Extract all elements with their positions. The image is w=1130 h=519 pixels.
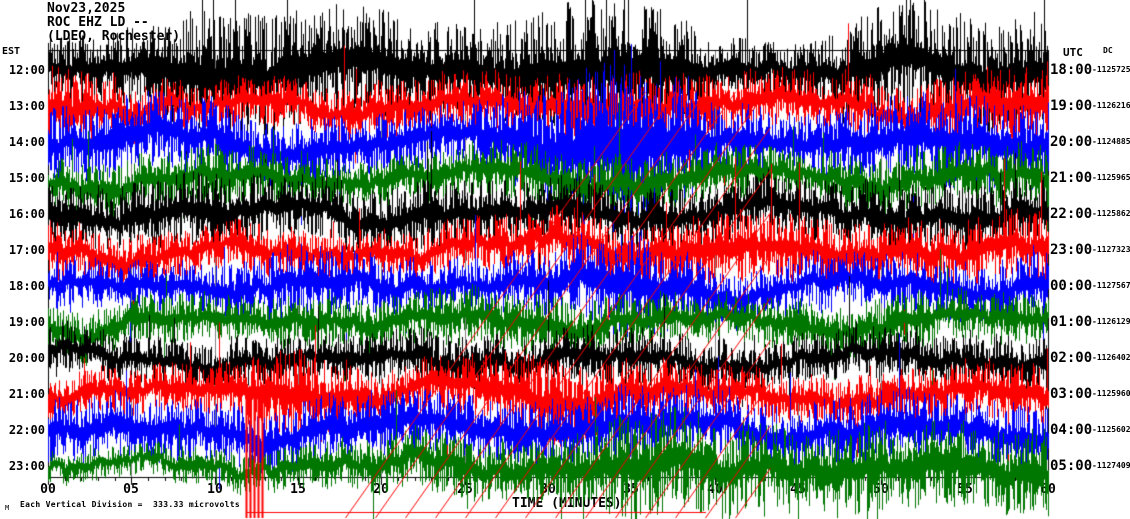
est-hour-label: 16:00 bbox=[8, 207, 45, 221]
est-hour-label: 18:00 bbox=[8, 279, 45, 293]
x-tick-label: 05 bbox=[123, 482, 139, 497]
dc-value-label: -1127567 bbox=[1092, 281, 1130, 290]
dc-value-label: -1124885 bbox=[1092, 137, 1130, 146]
x-tick-label: 00 bbox=[40, 482, 56, 497]
dc-value-label: -1126216 bbox=[1092, 101, 1130, 110]
scale-note: Each Vertical Division = 333.33 microvol… bbox=[20, 500, 241, 509]
dc-value-label: -1125965 bbox=[1092, 173, 1130, 182]
dc-axis-label: DC bbox=[1103, 46, 1113, 55]
location-label: (LDEO, Rochester) bbox=[47, 29, 181, 44]
x-tick-label: 45 bbox=[790, 482, 806, 497]
est-hour-label: 12:00 bbox=[8, 63, 45, 77]
est-hour-label: 19:00 bbox=[8, 315, 45, 329]
x-tick-label: 40 bbox=[707, 482, 723, 497]
utc-hour-label: 19:00 bbox=[1050, 98, 1093, 114]
date-label: Nov23,2025 bbox=[47, 1, 126, 16]
utc-hour-label: 04:00 bbox=[1050, 422, 1093, 438]
x-tick-label: 15 bbox=[290, 482, 306, 497]
x-tick-label: 30 bbox=[540, 482, 556, 497]
utc-hour-label: 00:00 bbox=[1050, 278, 1093, 294]
utc-hour-label: 03:00 bbox=[1050, 386, 1093, 402]
est-hour-label: 13:00 bbox=[8, 99, 45, 113]
dc-value-label: -1125602 bbox=[1092, 425, 1130, 434]
x-tick-label: 35 bbox=[623, 482, 639, 497]
dc-value-label: -1125862 bbox=[1092, 209, 1130, 218]
x-tick-label: 25 bbox=[457, 482, 473, 497]
utc-hour-label: 01:00 bbox=[1050, 314, 1093, 330]
utc-hour-label: 22:00 bbox=[1050, 206, 1093, 222]
x-axis-title: TIME (MINUTES) bbox=[512, 496, 622, 511]
dc-value-label: -1127409 bbox=[1092, 461, 1130, 470]
est-hour-label: 22:00 bbox=[8, 423, 45, 437]
utc-axis-label: UTC bbox=[1063, 46, 1083, 59]
x-tick-label: 20 bbox=[373, 482, 389, 497]
est-hour-label: 15:00 bbox=[8, 171, 45, 185]
x-tick-label: 55 bbox=[957, 482, 973, 497]
dc-value-label: -1126402 bbox=[1092, 353, 1130, 362]
dc-value-label: -1127323 bbox=[1092, 245, 1130, 254]
utc-hour-label: 05:00 bbox=[1050, 458, 1093, 474]
est-hour-label: 17:00 bbox=[8, 243, 45, 257]
utc-hour-label: 21:00 bbox=[1050, 170, 1093, 186]
watermark: M bbox=[5, 504, 10, 512]
dc-value-label: -1125725 bbox=[1092, 65, 1130, 74]
est-hour-label: 21:00 bbox=[8, 387, 45, 401]
x-tick-label: 50 bbox=[873, 482, 889, 497]
station-label: ROC EHZ LD -- bbox=[47, 15, 149, 30]
utc-hour-label: 02:00 bbox=[1050, 350, 1093, 366]
utc-hour-label: 18:00 bbox=[1050, 62, 1093, 78]
dc-value-label: -1125960 bbox=[1092, 389, 1130, 398]
est-hour-label: 23:00 bbox=[8, 459, 45, 473]
x-tick-label: 60 bbox=[1040, 482, 1056, 497]
utc-hour-label: 23:00 bbox=[1050, 242, 1093, 258]
dc-value-label: -1126129 bbox=[1092, 317, 1130, 326]
utc-hour-label: 20:00 bbox=[1050, 134, 1093, 150]
est-hour-label: 14:00 bbox=[8, 135, 45, 149]
x-tick-label: 10 bbox=[207, 482, 223, 497]
est-axis-label: EST bbox=[2, 46, 21, 57]
est-hour-label: 20:00 bbox=[8, 351, 45, 365]
